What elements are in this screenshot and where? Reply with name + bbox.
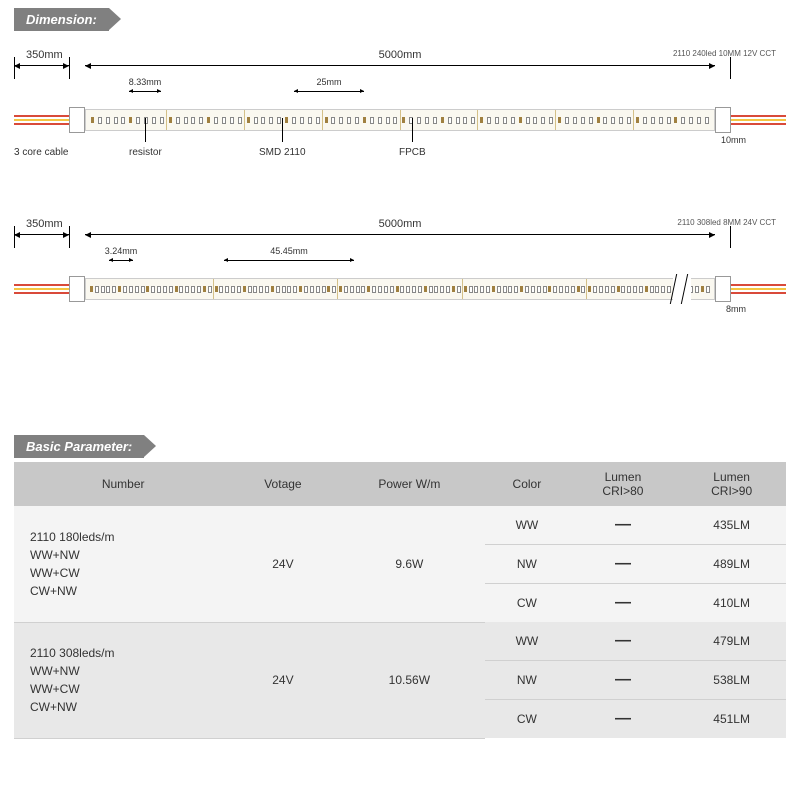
strip2-width: 8mm	[726, 304, 746, 314]
table-row: 2110 308leds/m WW+NW WW+CW CW+NW24V10.56…	[14, 622, 786, 661]
cell-lumen80: —	[569, 506, 678, 545]
callout-resistor: resistor	[129, 147, 162, 158]
cell-number: 2110 180leds/m WW+NW WW+CW CW+NW	[14, 506, 232, 622]
parameter-table: Number Votage Power W/m Color Lumen CRI>…	[14, 462, 786, 739]
cell-power: 10.56W	[334, 622, 486, 738]
cell-lumen80: —	[569, 584, 678, 623]
break-mark	[673, 274, 691, 302]
diagram-area: 2110 240led 10MM 12V CCT 350mm 5000mm 8.…	[0, 31, 800, 367]
cable-left	[14, 115, 69, 125]
cell-color: CW	[485, 700, 568, 739]
strip2-strip-len: 5000mm	[377, 218, 424, 230]
strip-diagram-2: 2110 308led 8MM 24V CCT 350mm 5000mm 3.2…	[14, 220, 786, 302]
cell-voltage: 24V	[232, 506, 333, 622]
strip1-pitch: 8.33mm	[129, 77, 162, 87]
th-color: Color	[485, 462, 568, 506]
th-number: Number	[14, 462, 232, 506]
strip1-cable-len: 350mm	[24, 49, 65, 61]
connector-right	[715, 107, 731, 133]
section-header-basic-param: Basic Parameter:	[14, 435, 144, 458]
connector-right-2	[715, 276, 731, 302]
cell-color: NW	[485, 545, 568, 584]
cable-right-2	[731, 284, 786, 294]
callout-smd: SMD 2110	[259, 147, 306, 158]
cable-right	[731, 115, 786, 125]
cable-left-2	[14, 284, 69, 294]
strip2-pitch: 3.24mm	[105, 246, 138, 256]
cell-color: WW	[485, 622, 568, 661]
connector-left	[69, 107, 85, 133]
cell-lumen80: —	[569, 661, 678, 700]
table-row: 2110 180leds/m WW+NW WW+CW CW+NW24V9.6WW…	[14, 506, 786, 545]
cell-voltage: 24V	[232, 622, 333, 738]
cell-lumen90: 435LM	[677, 506, 786, 545]
cell-power: 9.6W	[334, 506, 486, 622]
cell-lumen90: 451LM	[677, 700, 786, 739]
strip2-cut: 45.45mm	[270, 246, 308, 256]
strip-diagram-1: 2110 240led 10MM 12V CCT 350mm 5000mm 8.…	[14, 51, 786, 165]
cell-color: CW	[485, 584, 568, 623]
cell-lumen90: 479LM	[677, 622, 786, 661]
led-strip-2	[85, 278, 715, 300]
strip2-cable-len: 350mm	[24, 218, 65, 230]
th-voltage: Votage	[232, 462, 333, 506]
cell-lumen90: 538LM	[677, 661, 786, 700]
table-header-row: Number Votage Power W/m Color Lumen CRI>…	[14, 462, 786, 506]
cell-lumen90: 410LM	[677, 584, 786, 623]
cell-number: 2110 308leds/m WW+NW WW+CW CW+NW	[14, 622, 232, 738]
led-strip-1	[85, 109, 715, 131]
th-lumen90: Lumen CRI>90	[677, 462, 786, 506]
cell-color: WW	[485, 506, 568, 545]
th-power: Power W/m	[334, 462, 486, 506]
callout-cable: 3 core cable	[14, 147, 68, 158]
cell-lumen80: —	[569, 700, 678, 739]
connector-left-2	[69, 276, 85, 302]
strip1-strip-len: 5000mm	[377, 49, 424, 61]
strip1-cut: 25mm	[316, 77, 341, 87]
callout-fpcb: FPCB	[399, 147, 426, 158]
cell-color: NW	[485, 661, 568, 700]
cell-lumen90: 489LM	[677, 545, 786, 584]
section-header-dimension: Dimension:	[14, 8, 109, 31]
cell-lumen80: —	[569, 622, 678, 661]
th-lumen80: Lumen CRI>80	[569, 462, 678, 506]
cell-lumen80: —	[569, 545, 678, 584]
